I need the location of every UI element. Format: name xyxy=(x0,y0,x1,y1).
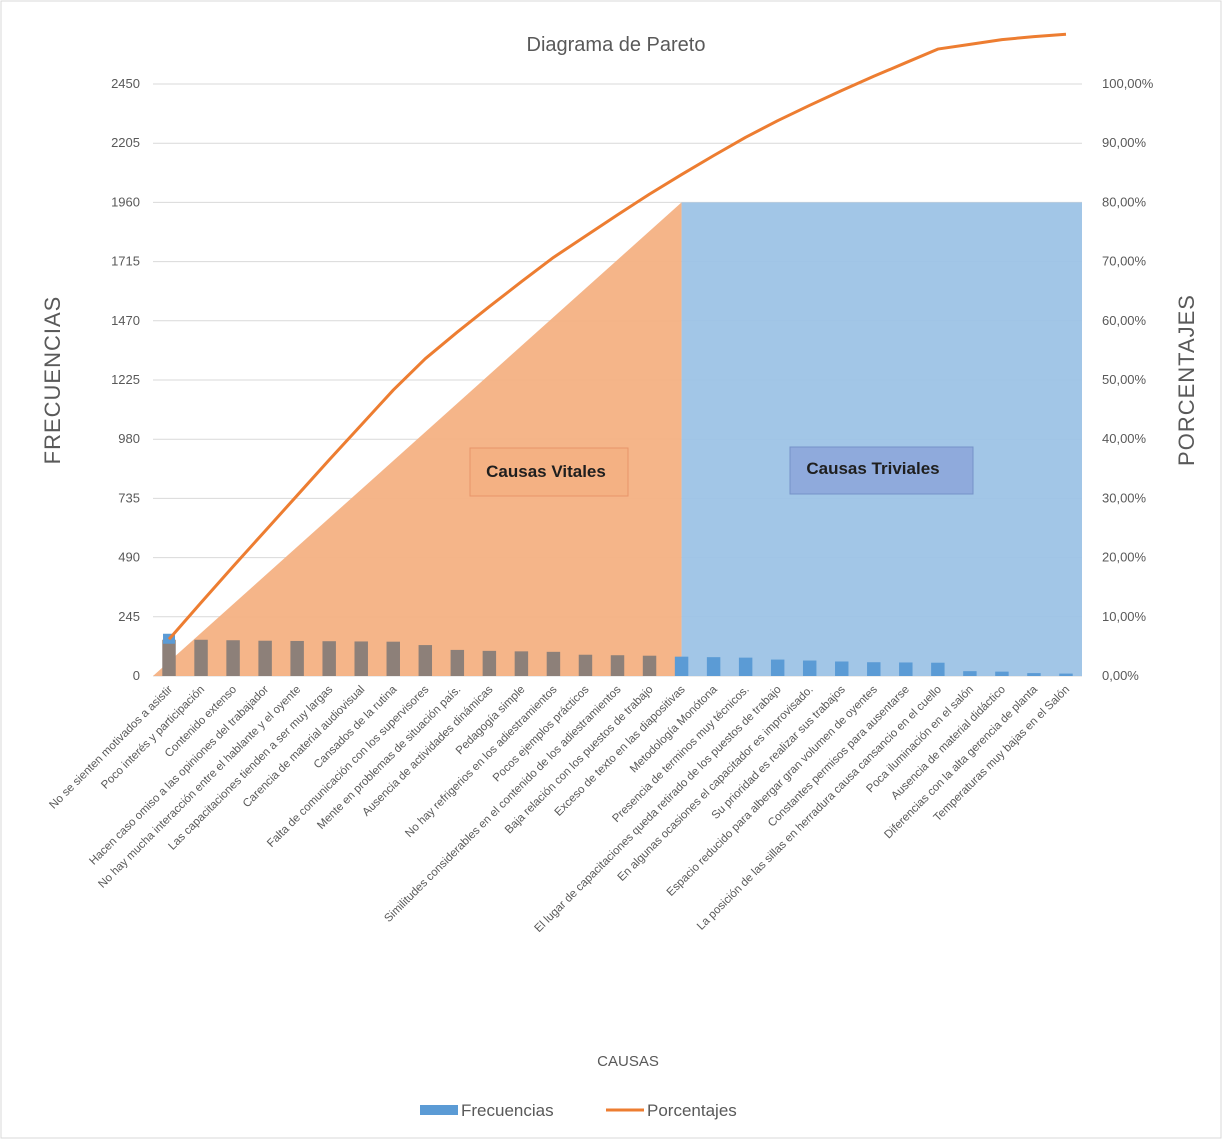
right-axis-ticks: 0,00% 10,00% 20,00% 30,00% 40,00% 50,00% 60,00… xyxy=(1102,76,1154,683)
series-line-porcentajes xyxy=(167,32,1067,641)
trivial-label-box xyxy=(789,446,974,495)
y2-tick-label: 100,00% xyxy=(1102,76,1154,91)
y-tick-label: 1715 xyxy=(111,254,140,269)
legend: Frecuencias Porcentajes xyxy=(420,1101,737,1120)
bar-frecuencia xyxy=(995,671,1009,676)
trivial-label: Causas Triviales xyxy=(806,459,939,478)
bar-frecuencia xyxy=(258,640,272,676)
bar-frecuencia xyxy=(963,671,977,676)
bar-frecuencia xyxy=(194,639,208,676)
bar-frecuencia xyxy=(386,641,400,676)
y-tick-label: 490 xyxy=(118,550,140,565)
bar-frecuencia xyxy=(162,639,176,676)
y2-tick-label: 30,00% xyxy=(1102,490,1147,505)
y2-tick-label: 70,00% xyxy=(1102,254,1147,269)
y2-tick-label: 20,00% xyxy=(1102,550,1147,565)
legend-label-frecuencias: Frecuencias xyxy=(461,1101,554,1120)
y-tick-label: 1225 xyxy=(111,372,140,387)
bar-frecuencia xyxy=(354,641,368,676)
y-tick-label: 735 xyxy=(118,490,140,505)
bar-frecuencia xyxy=(642,655,657,676)
pareto-regions xyxy=(153,202,1082,676)
bar-frecuencia xyxy=(578,654,593,676)
y2-tick-label: 80,00% xyxy=(1102,194,1147,209)
bar-frecuencia xyxy=(1059,673,1073,676)
bar-frecuencia xyxy=(546,651,561,676)
bar-frecuencia xyxy=(835,661,849,676)
bar-frecuencia xyxy=(770,659,785,676)
bar-frecuencia xyxy=(674,656,689,676)
bar-frecuencia xyxy=(290,640,304,676)
bar-frecuencia xyxy=(931,662,945,676)
bar-frecuencia xyxy=(867,662,881,676)
legend-swatch-frecuencias xyxy=(420,1105,458,1115)
frequency-bars xyxy=(162,633,1073,676)
y-tick-label: 1470 xyxy=(111,313,140,328)
bar-frecuencia xyxy=(482,650,497,676)
y2-tick-label: 60,00% xyxy=(1102,313,1147,328)
y-tick-label: 2205 xyxy=(111,135,140,150)
bar-frecuencia xyxy=(738,657,753,676)
y2-tick-label: 0,00% xyxy=(1102,668,1139,683)
y-axis-title: FRECUENCIAS xyxy=(40,296,65,465)
bar-frecuencia xyxy=(610,655,625,676)
left-axis-ticks: 0 245 490 735 980 1225 1470 1715 1960 2205 2450 xyxy=(111,76,140,683)
y2-tick-label: 10,00% xyxy=(1102,609,1147,624)
chart-title: Diagrama de Pareto xyxy=(527,34,706,56)
y-tick-label: 0 xyxy=(133,668,140,683)
y-tick-label: 2450 xyxy=(111,76,140,91)
vital-causes-region xyxy=(153,202,682,676)
trivial-causes-region xyxy=(681,202,1082,676)
bar-frecuencia xyxy=(899,662,913,676)
y2-axis-title: PORCENTAJES xyxy=(1174,294,1199,466)
vital-label: Causas Vitales xyxy=(486,462,606,481)
region-label-boxes: Causas Vitales Causas Triviales xyxy=(469,446,974,497)
y2-tick-label: 90,00% xyxy=(1102,135,1147,150)
bar-frecuencia xyxy=(418,645,433,676)
bar-frecuencia xyxy=(226,640,240,676)
legend-label-porcentajes: Porcentajes xyxy=(647,1101,737,1120)
bar-frecuencia xyxy=(706,657,721,676)
y-tick-label: 1960 xyxy=(111,194,140,209)
bar-frecuencia xyxy=(802,660,817,676)
y2-tick-label: 50,00% xyxy=(1102,372,1147,387)
vital-label-box xyxy=(469,447,629,497)
y-tick-label: 245 xyxy=(118,609,140,624)
bar-frecuencia xyxy=(514,651,529,676)
bar-frecuencia xyxy=(1027,673,1041,676)
x-axis-title: CAUSAS xyxy=(597,1053,659,1070)
bar-frecuencia xyxy=(322,641,336,676)
y-tick-label: 980 xyxy=(118,431,140,446)
percentage-line xyxy=(167,32,1067,641)
y2-tick-label: 40,00% xyxy=(1102,431,1147,446)
bar-frecuencia xyxy=(450,649,465,676)
